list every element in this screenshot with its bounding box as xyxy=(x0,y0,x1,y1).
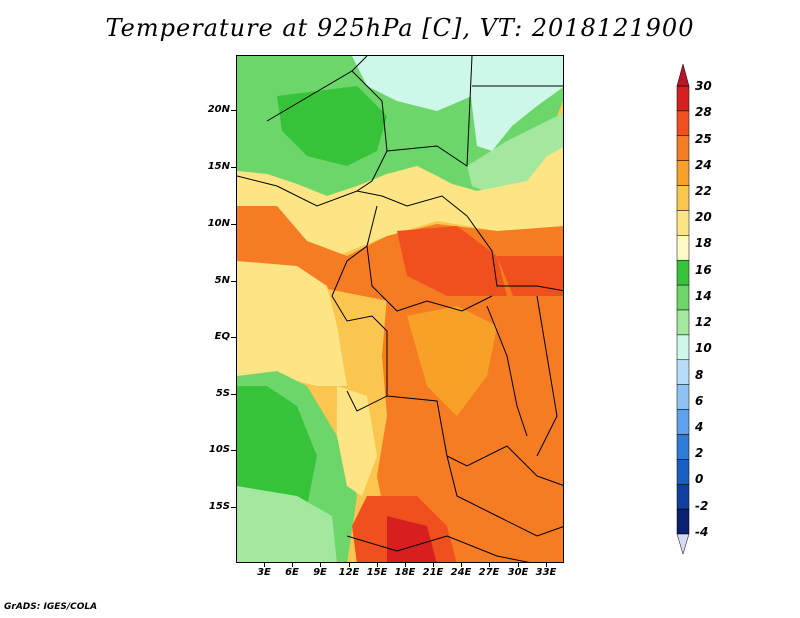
lat-label-5n: 5N xyxy=(214,275,230,286)
lat-label-15n: 15N xyxy=(207,161,230,172)
colorbar-swatch xyxy=(676,309,690,336)
colorbar-label-2: 2 xyxy=(695,446,704,460)
colorbar-label-18: 18 xyxy=(695,236,712,250)
colorbar-swatch xyxy=(676,110,690,137)
colorbar-label-14: 14 xyxy=(695,289,712,303)
colorbar-label-4: 4 xyxy=(695,420,704,434)
colorbar-swatch xyxy=(676,210,690,236)
lon-label-30e: 30E xyxy=(507,567,529,578)
colorbar-swatch xyxy=(676,259,690,286)
colorbar-swatch xyxy=(676,135,690,161)
colorbar-label-22: 22 xyxy=(695,184,712,198)
lat-tick xyxy=(231,450,236,451)
temperature-field xyxy=(237,56,563,562)
lon-label-21e: 21E xyxy=(422,567,444,578)
colorbar-label-12: 12 xyxy=(695,315,712,329)
colorbar-label-20: 20 xyxy=(695,210,712,224)
colorbar xyxy=(676,63,690,555)
colorbar-swatch xyxy=(676,235,690,261)
lon-label-9e: 9E xyxy=(313,567,327,578)
colorbar-swatch xyxy=(676,334,690,361)
colorbar-swatch xyxy=(676,384,690,410)
colorbar-label-30: 30 xyxy=(695,79,712,93)
lon-label-15e: 15E xyxy=(366,567,388,578)
colorbar-label-10: 10 xyxy=(695,341,712,355)
colorbar-swatch xyxy=(676,284,690,311)
colorbar-swatch xyxy=(676,409,690,435)
lon-label-3e: 3E xyxy=(257,567,271,578)
lon-label-27e: 27E xyxy=(478,567,500,578)
lon-tick xyxy=(461,563,462,567)
lon-label-18e: 18E xyxy=(394,567,416,578)
colorbar-swatch xyxy=(676,459,690,485)
lon-label-12e: 12E xyxy=(338,567,360,578)
lon-label-6e: 6E xyxy=(285,567,299,578)
map-title: Temperature at 925hPa [C], VT: 201812190… xyxy=(105,14,695,42)
colorbar-swatch xyxy=(676,508,690,535)
colorbar-label-25: 25 xyxy=(695,132,712,146)
colorbar-label-minus4: -4 xyxy=(695,525,709,539)
colorbar-label-28: 28 xyxy=(695,105,712,119)
colorbar-swatch xyxy=(676,160,690,186)
lon-tick xyxy=(264,563,265,567)
lon-tick xyxy=(518,563,519,567)
lat-label-10n: 10N xyxy=(207,218,230,229)
lat-label-15s: 15S xyxy=(208,501,230,512)
lon-tick xyxy=(320,563,321,567)
lon-label-24e: 24E xyxy=(450,567,472,578)
colorbar-swatch xyxy=(676,359,690,385)
colorbar-swatch xyxy=(676,185,690,211)
colorbar-swatch xyxy=(676,483,690,510)
lon-tick xyxy=(433,563,434,567)
lat-label-eq: EQ xyxy=(214,331,230,342)
lat-tick xyxy=(231,337,236,338)
lat-tick xyxy=(231,167,236,168)
lon-tick xyxy=(405,563,406,567)
lat-label-5s: 5S xyxy=(215,388,230,399)
colorbar-swatch xyxy=(676,434,690,460)
lon-tick xyxy=(377,563,378,567)
lon-tick xyxy=(489,563,490,567)
colorbar-label-24: 24 xyxy=(695,158,712,172)
lat-tick xyxy=(231,224,236,225)
lat-tick xyxy=(231,281,236,282)
lat-tick xyxy=(231,110,236,111)
lat-label-10s: 10S xyxy=(208,444,230,455)
colorbar-label-16: 16 xyxy=(695,263,712,277)
lat-tick xyxy=(231,507,236,508)
grads-credit: GrADS: IGES/COLA xyxy=(4,602,98,612)
colorbar-top-arrow xyxy=(676,63,690,87)
colorbar-bottom-arrow xyxy=(676,533,690,555)
temperature-map xyxy=(236,55,564,563)
colorbar-swatch xyxy=(676,85,690,112)
colorbar-label-6: 6 xyxy=(695,394,704,408)
colorbar-label-0: 0 xyxy=(695,472,704,486)
lat-tick xyxy=(231,394,236,395)
lon-tick xyxy=(546,563,547,567)
lon-label-33e: 33E xyxy=(535,567,557,578)
lat-label-20n: 20N xyxy=(207,104,230,115)
colorbar-label-minus2: -2 xyxy=(695,499,709,513)
lon-tick xyxy=(349,563,350,567)
colorbar-label-8: 8 xyxy=(695,368,704,382)
lon-tick xyxy=(292,563,293,567)
